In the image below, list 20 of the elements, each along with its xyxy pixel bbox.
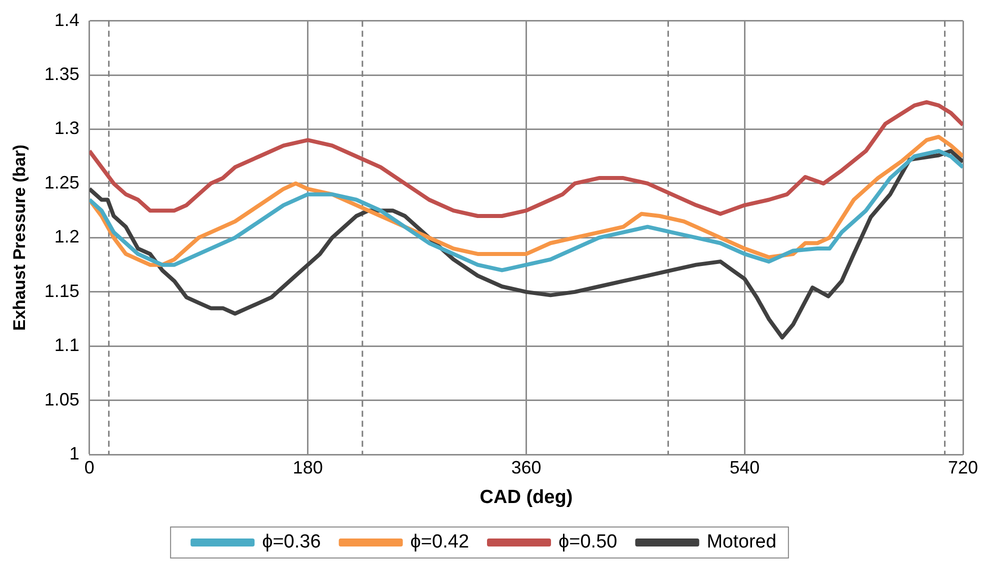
x-tick-label: 180 bbox=[292, 457, 323, 478]
x-tick-label: 360 bbox=[511, 457, 542, 478]
x-axis-title: CAD (deg) bbox=[480, 486, 573, 508]
x-tick-label: 540 bbox=[730, 457, 760, 478]
y-tick-label: 1.2 bbox=[54, 226, 80, 247]
y-tick-label: 1.3 bbox=[54, 118, 80, 138]
y-tick-label: 1.4 bbox=[54, 10, 80, 30]
y-tick-label: 1.1 bbox=[54, 335, 80, 356]
x-tick-label: 720 bbox=[948, 457, 978, 478]
legend-label: ϕ=0.42 bbox=[410, 532, 470, 553]
y-tick-label: 1 bbox=[69, 444, 80, 464]
y-tick-label: 1.05 bbox=[44, 389, 80, 410]
x-tick-label: 0 bbox=[84, 457, 94, 478]
y-tick-label: 1.35 bbox=[44, 64, 80, 84]
y-tick-label: 1.15 bbox=[44, 280, 80, 301]
y-axis-title: Exhaust Pressure (bar) bbox=[10, 144, 29, 331]
legend-label: Motored bbox=[706, 532, 776, 553]
legend-label: ϕ=0.36 bbox=[262, 532, 321, 553]
y-tick-label: 1.25 bbox=[44, 172, 80, 192]
legend-label: ϕ=0.50 bbox=[558, 532, 618, 553]
